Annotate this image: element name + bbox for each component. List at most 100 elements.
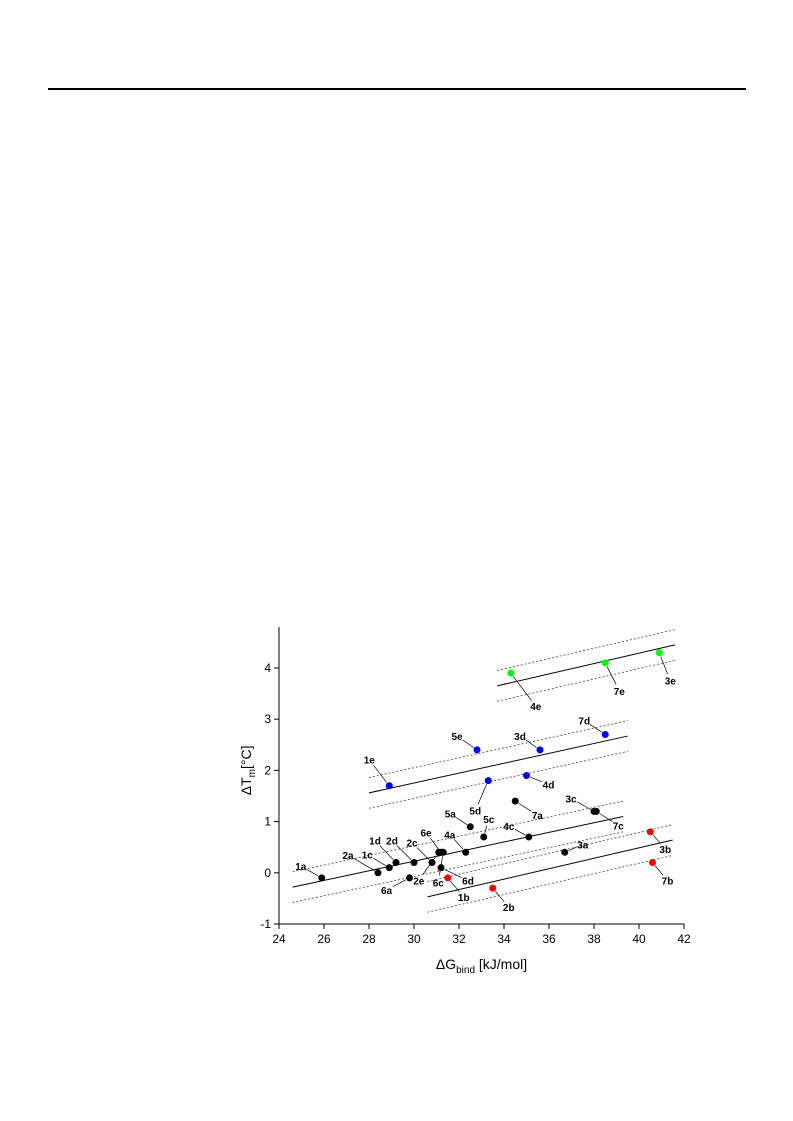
label-leader — [306, 869, 319, 877]
y-tick-label: 3 — [264, 712, 271, 726]
point — [374, 869, 382, 877]
label-leader — [422, 855, 437, 875]
x-title-main: ΔG — [436, 956, 456, 972]
point-label: 1e — [364, 756, 376, 767]
label-leader — [525, 739, 537, 748]
point-label: 5c — [483, 815, 495, 826]
point — [385, 864, 393, 872]
point — [592, 807, 600, 815]
label-leader — [396, 845, 412, 860]
label-leader — [444, 869, 462, 878]
y-title-sub: m — [247, 769, 258, 777]
fit-band — [497, 659, 676, 702]
x-tick-label: 26 — [317, 932, 331, 946]
x-tick-label: 24 — [272, 932, 286, 946]
point — [484, 777, 492, 785]
x-tick-label: 36 — [542, 932, 556, 946]
x-tick-label: 30 — [407, 932, 421, 946]
fit-band — [292, 831, 624, 903]
x-tick-label: 28 — [362, 932, 376, 946]
label-leader — [373, 857, 386, 866]
point — [439, 848, 447, 856]
y-axis-title: ΔTm[°C] — [238, 746, 258, 796]
label-leader — [568, 846, 577, 852]
point-label: 4d — [543, 781, 555, 792]
point — [655, 649, 663, 657]
label-leader — [455, 817, 468, 825]
y-tick-label: 4 — [264, 661, 271, 675]
point-label: 6c — [433, 878, 445, 889]
label-leader — [439, 856, 443, 876]
point — [410, 859, 418, 867]
point — [523, 772, 530, 779]
fit-band — [427, 824, 673, 882]
label-leader — [454, 839, 464, 850]
y-title-main: ΔT — [238, 777, 254, 795]
x-title-sub: bind — [456, 965, 475, 976]
point-label: 4c — [503, 822, 515, 833]
x-title-tail: [kJ/mol] — [475, 956, 527, 972]
point — [392, 859, 400, 867]
x-axis-title: ΔGbind [kJ/mol] — [436, 956, 527, 976]
label-leader — [477, 784, 487, 805]
label-leader — [589, 724, 603, 733]
point — [601, 659, 609, 667]
header-rule — [48, 88, 746, 90]
point-label: 1c — [362, 851, 374, 862]
point-label: 7b — [662, 877, 674, 888]
label-leader — [660, 656, 669, 675]
point-label: 7e — [614, 687, 626, 698]
point-label: 3d — [514, 732, 526, 743]
point — [385, 782, 393, 790]
fit-band — [368, 720, 628, 778]
point — [561, 848, 569, 856]
y-tick-label: 0 — [264, 866, 271, 880]
label-leader — [576, 801, 591, 810]
y-tick-label: 1 — [264, 815, 271, 829]
point-label: 5e — [451, 732, 463, 743]
point — [525, 833, 533, 841]
point-label: 1b — [458, 893, 470, 904]
point — [507, 669, 515, 677]
point — [649, 859, 656, 867]
label-leader — [379, 845, 394, 860]
point — [318, 874, 326, 882]
label-leader — [392, 879, 407, 887]
fit-line — [292, 815, 624, 888]
fit-line — [427, 839, 673, 898]
point — [536, 746, 544, 754]
point-label: 2b — [503, 903, 515, 914]
point-label: 4e — [530, 702, 542, 713]
label-leader — [450, 880, 460, 892]
label-leader — [599, 813, 613, 822]
label-leader — [484, 825, 488, 834]
label-leader — [416, 847, 430, 860]
point — [480, 833, 488, 841]
point-label: 7a — [532, 811, 544, 822]
point-label: 3b — [659, 845, 671, 856]
fit-line — [497, 644, 676, 687]
point-label: 2a — [342, 851, 354, 862]
point — [646, 828, 654, 836]
x-tick-label: 32 — [452, 932, 466, 946]
fit-line — [368, 735, 628, 794]
point-label: 5d — [469, 807, 481, 818]
point-label: 6e — [420, 828, 432, 839]
fit-band — [427, 854, 673, 913]
point — [462, 848, 470, 856]
y-tick-label: -1 — [260, 917, 271, 931]
point — [511, 797, 519, 805]
point-label: 2c — [406, 839, 418, 850]
point-label: 1d — [369, 837, 381, 848]
x-tick-label: 40 — [632, 932, 646, 946]
label-leader — [353, 858, 375, 872]
point — [473, 746, 481, 754]
point-label: 7c — [613, 821, 625, 832]
point-label: 1a — [295, 862, 307, 873]
point-label: 3a — [577, 840, 589, 851]
x-tick-label: 34 — [497, 932, 511, 946]
label-leader — [495, 890, 505, 903]
point — [601, 731, 609, 739]
label-leader — [512, 676, 532, 701]
